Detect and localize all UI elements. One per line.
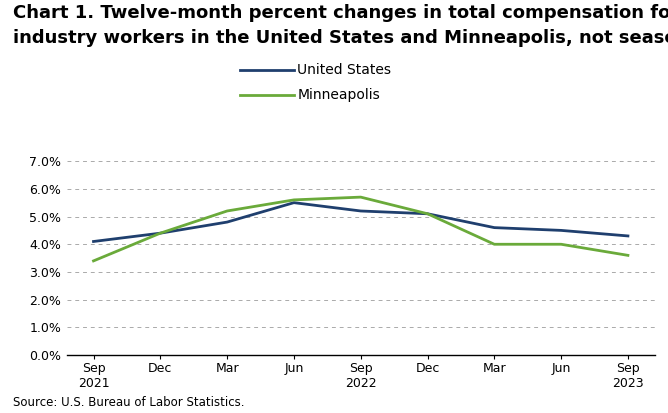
Text: Minneapolis: Minneapolis bbox=[297, 88, 380, 102]
Text: United States: United States bbox=[297, 63, 391, 77]
Text: Source: U.S. Bureau of Labor Statistics.: Source: U.S. Bureau of Labor Statistics. bbox=[13, 396, 245, 409]
Text: industry workers in the United States and Minneapolis, not seasonally: industry workers in the United States an… bbox=[13, 29, 668, 47]
Text: Chart 1. Twelve-month percent changes in total compensation for private: Chart 1. Twelve-month percent changes in… bbox=[13, 4, 668, 22]
